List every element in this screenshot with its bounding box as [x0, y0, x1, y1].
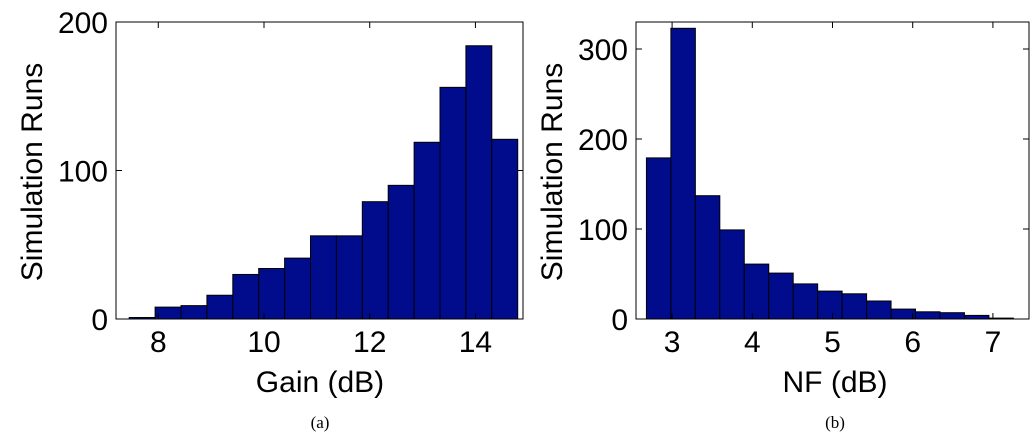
- panel-b-bars: [645, 27, 1014, 320]
- panel-b-bar: [670, 27, 696, 320]
- panel-b-bar: [841, 293, 868, 320]
- panel-a-ytick-label: 100: [58, 156, 108, 189]
- panel-b-xtick-label: 7: [985, 326, 1002, 359]
- panel-b-bar: [939, 312, 965, 320]
- panel-b-ytick-label: 300: [578, 34, 628, 67]
- panel-b-ticks: 3 4 5 6 7 0 100 200 300: [578, 22, 1029, 359]
- panel-a-bar: [335, 235, 363, 320]
- panel-b-xtick-label: 3: [664, 326, 681, 359]
- panel-b-bar: [792, 283, 819, 320]
- panel-a-ticks: 8 10 12 14 0 100 200: [58, 7, 523, 359]
- panel-a-xtick-label: 10: [247, 326, 280, 359]
- panel-a-bar: [258, 268, 286, 320]
- panel-b-bar: [743, 263, 770, 320]
- panel-a-bar: [310, 235, 337, 320]
- panel-a-bar: [154, 306, 182, 320]
- panel-b-xtick-label: 4: [744, 326, 761, 359]
- panel-b-caption: (b): [825, 413, 845, 432]
- panel-a-bar: [413, 141, 441, 320]
- panel-b-bar: [915, 311, 941, 320]
- panel-a-xtick-label: 14: [459, 326, 492, 359]
- panel-b-bar: [866, 300, 892, 320]
- panel-a-caption: (a): [311, 413, 330, 432]
- panel-b-bar: [645, 157, 672, 320]
- panel-a-xtick-label: 8: [150, 326, 167, 359]
- panel-b-ytick-label: 100: [578, 214, 628, 247]
- panel-a-bar: [206, 294, 234, 320]
- panel-b-bar: [719, 229, 745, 320]
- panel-b-ytick-label: 200: [578, 124, 628, 157]
- panel-a-bar: [361, 201, 389, 320]
- panel-a-bar: [284, 257, 312, 320]
- panel-b-xlabel: NF (dB): [783, 366, 888, 399]
- panel-b-bar: [890, 308, 917, 320]
- panel-b-xtick-label: 6: [904, 326, 921, 359]
- panel-b-bar: [768, 272, 794, 320]
- panel-b-xtick-label: 5: [824, 326, 841, 359]
- panel-a-bars: [128, 45, 519, 320]
- panel-a-xlabel: Gain (dB): [256, 366, 384, 399]
- panel-b-bar: [963, 314, 990, 320]
- panel-a-bar: [465, 45, 493, 320]
- panel-a-gain-histogram: 8 10 12 14 0 100 200 Gain (dB) Simulation Runs…: [16, 7, 524, 432]
- panel-a-ytick-label: 0: [91, 304, 108, 337]
- panel-a-xtick-label: 12: [353, 326, 386, 359]
- panel-a-bar: [439, 86, 467, 320]
- panel-b-ylabel: Simulation Runs: [536, 63, 569, 281]
- panel-b-bar: [817, 290, 843, 320]
- panel-a-ylabel: Simulation Runs: [16, 63, 49, 281]
- panel-a-bar: [491, 138, 519, 320]
- panel-b-ytick-label: 0: [611, 304, 628, 337]
- panel-a-ytick-label: 200: [58, 7, 108, 40]
- panel-b-bar: [694, 195, 721, 320]
- panel-a-bar: [387, 184, 415, 320]
- panel-a-bar: [232, 273, 260, 320]
- panel-a-bar: [180, 305, 208, 320]
